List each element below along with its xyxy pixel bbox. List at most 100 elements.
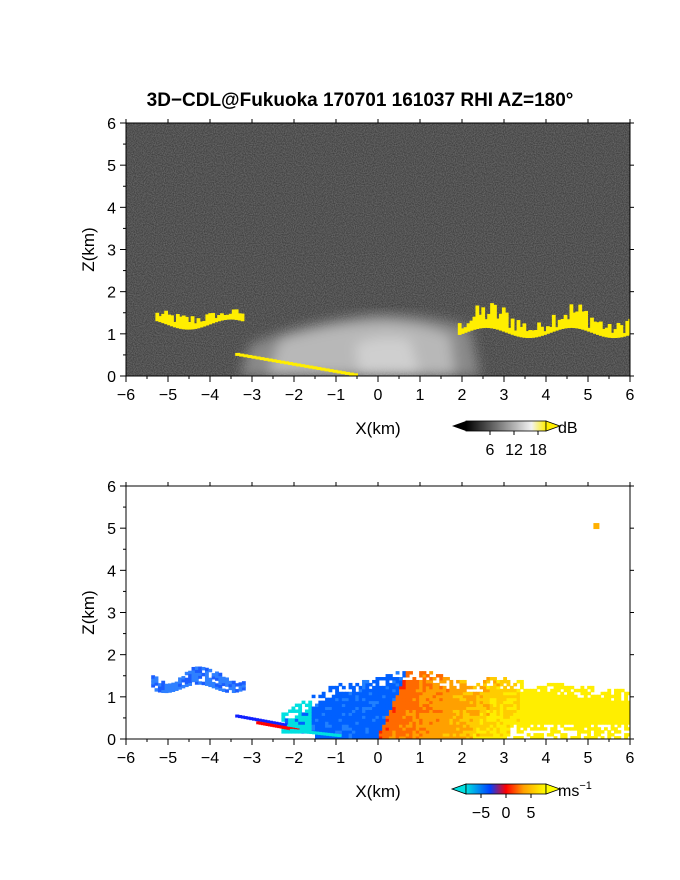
velocity-cell [395, 706, 400, 710]
velocity-cell [362, 706, 366, 710]
velocity-cell [516, 709, 521, 713]
velocity-cell [412, 709, 417, 713]
velocity-cell [334, 733, 339, 737]
velocity-cell [506, 691, 511, 696]
velocity-cell [435, 691, 440, 696]
velocity-cell [375, 736, 380, 739]
velocity-cell [405, 730, 410, 734]
velocity-cell [415, 697, 420, 702]
velocity-cell [533, 715, 538, 719]
strong-echo-cell [534, 329, 539, 338]
velocity-cell [476, 694, 481, 699]
velocity-cell [503, 718, 508, 722]
velocity-cell [362, 718, 366, 722]
velocity-cell [479, 733, 484, 737]
velocity-cell [600, 718, 605, 722]
velocity-cell [610, 727, 615, 731]
velocity-cell [432, 718, 437, 722]
velocity-cell [301, 721, 306, 725]
velocity-cell [161, 683, 166, 688]
velocity-cell [425, 688, 430, 693]
velocity-cell [446, 712, 450, 716]
velocity-cell [540, 694, 544, 699]
strong-echo-cell [522, 323, 527, 338]
velocity-cell [587, 721, 592, 725]
velocity-cell [627, 715, 630, 719]
velocity-cell [466, 718, 471, 722]
velocity-cell [486, 700, 491, 705]
velocity-cell [325, 736, 329, 739]
velocity-cell [499, 694, 504, 699]
velocity-cell [338, 718, 343, 722]
velocity-cell [395, 697, 400, 702]
velocity-cell [540, 688, 544, 693]
velocity-cell [526, 733, 531, 737]
velocity-cell [452, 715, 457, 719]
velocity-cell [382, 685, 387, 690]
velocity-cell [503, 736, 508, 739]
velocity-field [151, 523, 630, 739]
velocity-cell [338, 721, 343, 725]
velocity-cell [580, 724, 585, 728]
velocity-cell [399, 677, 403, 681]
velocity-cell [489, 688, 494, 693]
velocity-cell [587, 697, 592, 702]
velocity-cell [516, 703, 521, 708]
velocity-cell [246, 716, 251, 720]
velocity-cell [328, 730, 333, 734]
velocity-cell [204, 670, 209, 675]
velocity-cell [556, 694, 561, 699]
velocity-cell [419, 736, 424, 739]
velocity-cell [516, 724, 521, 728]
velocity-cell [567, 703, 571, 708]
velocity-cell [593, 706, 598, 710]
strong-echo-cell [604, 327, 609, 338]
velocity-cell [425, 730, 430, 734]
velocity-cell [311, 694, 316, 699]
velocity-cell [399, 700, 403, 705]
strong-echo-cell [214, 318, 218, 323]
velocity-cell [419, 685, 424, 690]
velocity-cell [362, 685, 366, 690]
velocity-cell [415, 694, 420, 699]
velocity-cell [419, 671, 424, 675]
velocity-cell [523, 697, 528, 702]
velocity-cell [459, 709, 464, 713]
velocity-cell [550, 718, 555, 722]
velocity-cell [422, 691, 427, 696]
velocity-cell [345, 703, 350, 708]
velocity-cell [493, 697, 497, 702]
velocity-cell [338, 703, 343, 708]
velocity-cell [348, 718, 353, 722]
velocity-cell [479, 727, 484, 731]
velocity-cell [335, 721, 340, 725]
velocity-cell [308, 709, 313, 713]
velocity-cell [365, 721, 370, 725]
velocity-cell [378, 721, 383, 725]
clutter-cell [300, 364, 306, 368]
velocity-cell [241, 684, 246, 688]
velocity-cell [466, 691, 471, 696]
velocity-cell [288, 724, 292, 728]
velocity-cell [355, 736, 360, 739]
velocity-cell [516, 730, 521, 734]
velocity-cell [385, 679, 390, 684]
velocity-cell [422, 721, 427, 725]
velocity-cell [315, 736, 319, 739]
strong-echo-cell [610, 332, 615, 339]
velocity-cell [402, 730, 407, 734]
clutter-cell [316, 366, 322, 370]
velocity-cell [479, 709, 484, 713]
velocity-cell [476, 703, 481, 708]
velocity-cell [472, 727, 477, 731]
velocity-cell [496, 721, 501, 725]
velocity-cell [328, 715, 333, 719]
velocity-cell [282, 723, 287, 727]
velocity-cell [519, 718, 524, 722]
strong-echo-cell [223, 314, 227, 320]
velocity-cell [358, 727, 363, 731]
velocity-cell [550, 715, 555, 719]
velocity-cell [372, 694, 376, 699]
strong-echo-cell [457, 323, 462, 335]
velocity-cell [536, 721, 541, 725]
